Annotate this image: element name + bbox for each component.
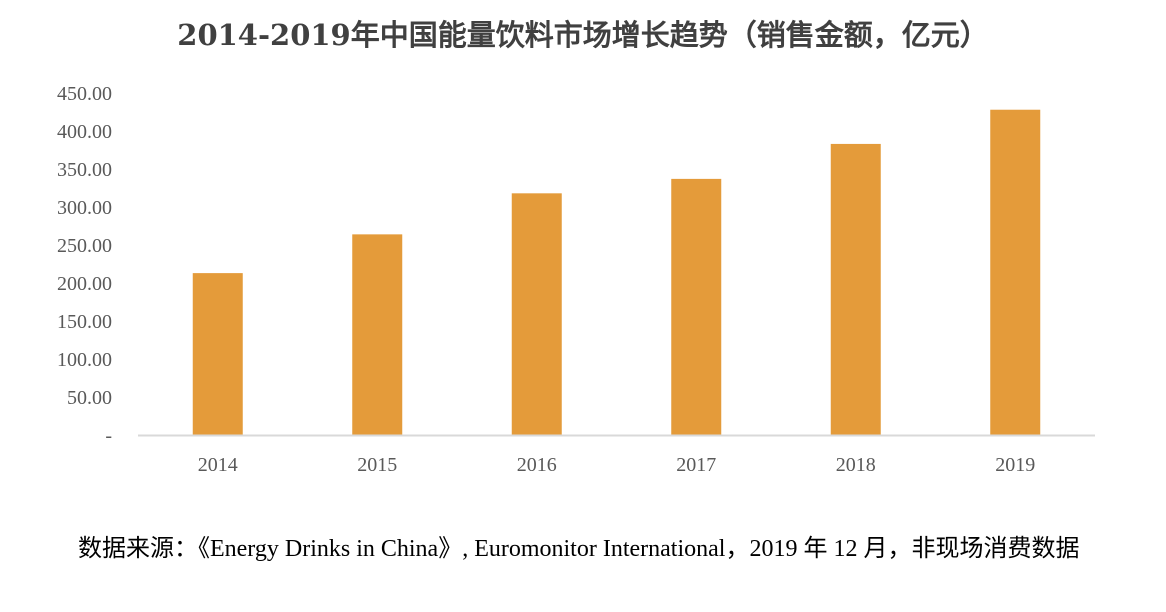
bar-2016 [511, 193, 562, 435]
bar-chart: - 50.00 100.00 150.00 200.00 250.00 300.00 350.… [57, 83, 1095, 476]
x-tick-label: 2017 [676, 454, 716, 476]
y-tick-label: 300.00 [57, 197, 112, 219]
y-tick-label: 450.00 [57, 83, 112, 105]
y-tick-label: 50.00 [67, 387, 112, 409]
y-axis-ticks: - 50.00 100.00 150.00 200.00 250.00 300.00 350.… [57, 83, 112, 447]
bar-2015 [352, 234, 403, 435]
y-tick-label: 350.00 [57, 159, 112, 181]
bars [192, 109, 1041, 436]
y-tick-label: 250.00 [57, 235, 112, 257]
bar-2017 [671, 178, 722, 435]
bar-2018 [830, 143, 881, 436]
bar-2019 [990, 109, 1041, 435]
bar-2014 [192, 273, 243, 435]
y-tick-label: - [105, 425, 112, 447]
y-tick-label: 400.00 [57, 121, 112, 143]
source-note: 数据来源：《Energy Drinks in China》, Euromonit… [78, 536, 1080, 562]
x-tick-label: 2018 [836, 454, 876, 476]
x-tick-label: 2019 [995, 454, 1035, 476]
chart-title: 2014-2019年中国能量饮料市场增长趋势（销售金额，亿元） [177, 18, 989, 52]
x-tick-label: 2016 [517, 454, 557, 476]
y-tick-label: 200.00 [57, 273, 112, 295]
x-tick-label: 2015 [357, 454, 397, 476]
x-tick-label: 2014 [198, 454, 238, 476]
x-axis-ticks: 2014 2015 2016 2017 2018 2019 [198, 454, 1036, 476]
y-tick-label: 100.00 [57, 349, 112, 371]
y-tick-label: 150.00 [57, 311, 112, 333]
